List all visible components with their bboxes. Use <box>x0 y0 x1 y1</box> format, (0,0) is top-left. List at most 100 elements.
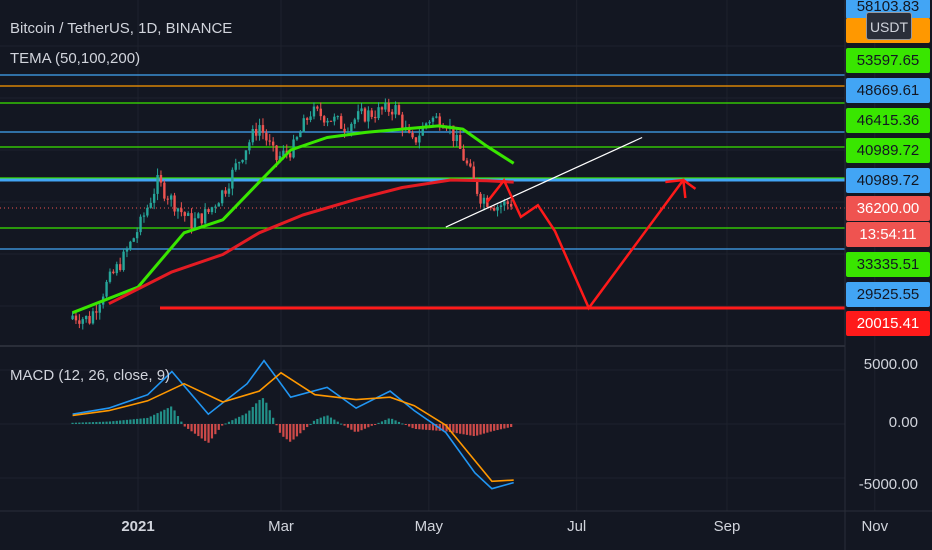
macd-histogram-bar <box>115 420 118 424</box>
candle-body <box>197 213 200 219</box>
macd-histogram-bar <box>125 419 129 424</box>
macd-histogram-bar <box>329 417 333 424</box>
macd-histogram-bar <box>200 424 203 439</box>
price-label: 13:54:11 <box>846 222 930 247</box>
candle-body <box>305 118 309 120</box>
candle-body <box>282 150 285 156</box>
macd-histogram-bar <box>312 420 316 424</box>
candle-body <box>309 116 312 120</box>
candle-body <box>384 102 387 110</box>
price-label: 48669.61 <box>846 78 930 103</box>
tema-legend[interactable]: TEMA (50,100,200) <box>10 50 141 67</box>
macd-histogram-bar <box>397 421 401 424</box>
macd-tick-label: 0.00 <box>888 414 918 431</box>
macd-histogram-bar <box>503 424 506 429</box>
macd-histogram-bar <box>510 424 513 428</box>
macd-tick-label: 5000.00 <box>863 356 918 373</box>
macd-histogram-bar <box>132 419 135 424</box>
candle-body <box>506 201 509 204</box>
macd-histogram-bar <box>285 424 288 440</box>
candle-body <box>271 141 275 146</box>
drawings[interactable] <box>445 136 697 311</box>
candle-body <box>333 116 336 122</box>
candle-body <box>268 140 271 142</box>
time-tick-label: Mar <box>268 518 294 535</box>
currency-button[interactable]: USDT <box>866 12 912 40</box>
candle-body <box>135 232 139 239</box>
macd-histogram-bar <box>442 424 445 432</box>
candle-body <box>108 271 112 282</box>
macd-histogram-bar <box>489 424 492 432</box>
macd-histogram-bar <box>258 399 261 424</box>
macd-histogram-bar <box>377 422 380 424</box>
candle-body <box>200 213 203 224</box>
macd-histogram-bar <box>255 403 258 424</box>
macd-histogram-bar <box>319 417 322 424</box>
candle-body <box>237 162 241 164</box>
macd-histogram-bar <box>166 408 169 424</box>
macd-histogram-bar <box>482 424 486 434</box>
macd-histogram-bar <box>78 422 81 424</box>
macd-legend[interactable]: MACD (12, 26, close, 9) <box>10 367 171 384</box>
candle-body <box>98 304 101 313</box>
macd-histogram-bar <box>221 424 224 426</box>
macd-histogram-bar <box>81 422 84 424</box>
candle-body <box>346 131 350 133</box>
macd-histogram-bar <box>323 416 326 424</box>
macd-histogram-bar <box>306 424 309 428</box>
price-label: 20015.41 <box>846 311 930 336</box>
macd-histogram-bar <box>149 416 152 424</box>
candle-body <box>261 125 265 133</box>
macd-histogram-bar <box>357 424 360 432</box>
projection-arrowhead <box>665 178 687 199</box>
macd-histogram-bar <box>462 424 465 435</box>
macd-histogram-bar <box>251 406 254 424</box>
candle-body <box>214 206 217 208</box>
macd-histogram-bar <box>418 424 421 430</box>
macd-histogram-bar <box>71 422 74 424</box>
macd-histogram-bar <box>74 422 78 424</box>
macd-histogram-bar <box>265 402 268 424</box>
candle-body <box>241 159 244 163</box>
macd-histogram-bar <box>302 424 305 431</box>
candle-body <box>499 205 503 207</box>
macd-histogram-bar <box>289 424 292 442</box>
chart-grid <box>0 0 876 511</box>
macd-histogram-bar <box>292 424 295 440</box>
macd-histogram-bar <box>476 424 479 436</box>
candle-body <box>455 135 458 142</box>
macd-histogram-bar <box>333 419 336 424</box>
candle-body <box>418 135 421 143</box>
price-label: 40989.72 <box>846 168 930 193</box>
macd-histogram-bar <box>391 418 394 424</box>
candle-body <box>367 110 370 122</box>
macd-histogram-bar <box>425 424 428 430</box>
candle-body <box>394 105 397 115</box>
candle-body <box>475 178 479 194</box>
candle-body <box>105 281 108 297</box>
time-tick-label: 2021 <box>121 518 155 535</box>
horizontal-levels[interactable] <box>0 74 845 310</box>
symbol-title[interactable]: Bitcoin / TetherUS, 1D, BINANCE <box>10 20 233 37</box>
macd-histogram-bar <box>455 424 458 434</box>
candle-body <box>503 201 506 206</box>
candle-body <box>156 174 159 194</box>
macd-histogram-bar <box>129 419 132 424</box>
candle-body <box>210 207 214 213</box>
price-label: 46415.36 <box>846 108 930 133</box>
macd-histogram-bar <box>190 424 193 432</box>
candle-body <box>424 123 428 127</box>
macd-histogram-bar <box>156 413 159 424</box>
macd-histogram-bar <box>431 424 435 431</box>
candle-body <box>343 128 346 132</box>
macd-histogram-bar <box>268 410 271 424</box>
macd-histogram-bar <box>459 424 462 434</box>
macd-histogram-bar <box>142 418 146 424</box>
macd-histogram-bar <box>506 424 509 428</box>
candle-body <box>462 148 465 161</box>
macd-histogram-bar <box>204 424 207 441</box>
candle-body <box>312 106 316 117</box>
candle-body <box>316 106 319 109</box>
candle-body <box>401 114 404 130</box>
